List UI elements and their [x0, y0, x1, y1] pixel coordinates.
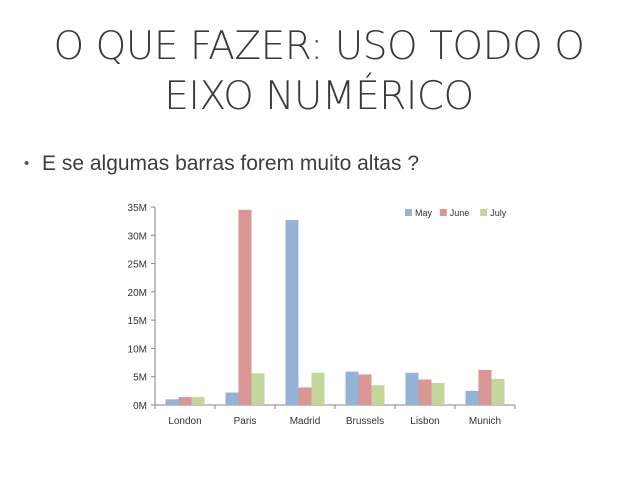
bar-may-lisbon	[405, 372, 419, 405]
legend-swatch-may	[405, 209, 412, 216]
slide-title: O QUE FAZER: USO TODO O EIXO NUMÉRICO	[0, 22, 638, 122]
bar-may-paris	[225, 392, 239, 405]
y-tick-label: 0M	[133, 401, 147, 412]
y-tick-label: 5M	[133, 373, 147, 384]
bar-june-paris	[238, 209, 252, 405]
y-tick-label: 30M	[128, 231, 147, 242]
bar-chart: 0M 5M 10M 15M 20M 25M 30M 35M London Paris Madrid B…	[128, 203, 516, 427]
x-tick-label: London	[168, 416, 201, 427]
y-tick-label: 15M	[128, 316, 147, 327]
bar-july-brussels	[371, 385, 385, 405]
bar-may-madrid	[285, 220, 299, 405]
x-tick-label: Munich	[469, 416, 501, 427]
x-tick-label: Lisbon	[410, 416, 439, 427]
legend-swatch-june	[439, 209, 447, 216]
bullet-text: E se algumas barras forem muito altas ?	[42, 152, 419, 175]
x-tick-label: Madrid	[290, 416, 321, 427]
bar-july-lisbon	[431, 382, 445, 405]
legend-swatch-july	[480, 209, 488, 216]
legend-label-july: July	[490, 208, 507, 218]
legend-label-june: June	[450, 208, 470, 218]
bar-july-paris	[251, 373, 265, 405]
slide-title-line-1: O QUE FAZER: USO TODO O	[53, 24, 585, 69]
y-tick-label: 20M	[128, 288, 147, 299]
bar-june-london	[178, 397, 192, 405]
bar-june-madrid	[298, 387, 312, 405]
slide-title-line-2: EIXO NUMÉRICO	[164, 74, 474, 119]
bar-june-lisbon	[418, 379, 432, 405]
bar-june-brussels	[358, 374, 372, 405]
bar-june-munich	[478, 369, 492, 405]
bar-may-brussels	[345, 371, 359, 405]
y-tick-label: 25M	[128, 260, 147, 271]
y-tick-label: 10M	[128, 344, 147, 355]
bar-july-munich	[491, 378, 505, 405]
y-tick-label: 35M	[128, 203, 147, 214]
legend-label-may: May	[415, 208, 433, 218]
x-tick-label: Paris	[234, 416, 257, 427]
bullet-point: • E se algumas barras forem muito altas ?	[24, 152, 419, 176]
bar-july-london	[191, 397, 205, 405]
bar-may-london	[165, 399, 179, 405]
bar-may-munich	[465, 390, 479, 405]
x-tick-label: Brussels	[346, 416, 384, 427]
bar-july-madrid	[311, 372, 325, 405]
bullet-dot-icon: •	[24, 155, 30, 172]
